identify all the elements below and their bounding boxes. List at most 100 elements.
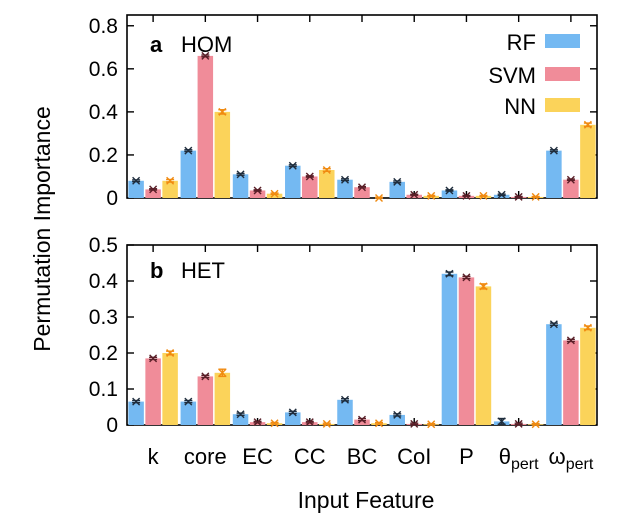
error-bar-svm (149, 185, 158, 194)
error-bar-svm (253, 418, 262, 427)
y-tick-label: 0.1 (89, 378, 118, 401)
y-tick-label: 0.6 (89, 58, 118, 81)
bar-rf-BC (337, 179, 353, 198)
bar-rf-θ_pert (493, 194, 510, 198)
bar-svm-k (145, 189, 161, 198)
error-bar-svm (305, 418, 314, 427)
bar-rf-CoI (389, 181, 405, 198)
bar-nn-k (162, 353, 178, 425)
error-bar-rf (236, 410, 245, 419)
bar-svm-ω_pert (563, 340, 579, 425)
bar-rf-CoI (389, 414, 405, 425)
error-bar-nn (322, 166, 331, 175)
error-bar-nn (218, 368, 227, 378)
error-bar-rf (288, 408, 297, 417)
legend-label-svm: SVM (488, 63, 536, 88)
error-bar-rf (132, 397, 141, 406)
legend-label-rf: RF (507, 30, 536, 55)
error-bar-svm (462, 273, 471, 282)
legend-swatch-svm (545, 67, 580, 81)
error-bar-svm (410, 419, 419, 428)
x-tick-label: k (148, 444, 160, 469)
bar-rf-ω_pert (546, 324, 562, 425)
bar-rf-k (128, 401, 144, 425)
legend-swatch-rf (545, 34, 580, 48)
x-tick-label: CoI (397, 444, 431, 469)
bar-rf-CC (285, 165, 301, 198)
error-bar-svm (514, 419, 523, 428)
error-bar-rf (393, 177, 402, 186)
error-bar-rf (497, 417, 506, 426)
error-bar-nn (218, 107, 227, 116)
x-axis-label: Input Feature (298, 487, 435, 513)
bar-rf-P (441, 273, 458, 425)
legend-swatch-nn (545, 98, 580, 112)
bar-svm-BC (354, 187, 370, 198)
bar-rf-core (180, 150, 197, 198)
bar-svm-EC (249, 190, 266, 198)
bar-svm-ω_pert (563, 179, 579, 198)
error-bar-rf (184, 397, 193, 406)
error-bar-rf (341, 175, 349, 184)
panel-title: HOM (181, 32, 232, 57)
error-bar-svm (566, 336, 575, 345)
legend-label-nn: NN (504, 94, 536, 119)
bar-svm-CC (302, 176, 318, 198)
y-tick-label: 0.2 (89, 144, 118, 167)
y-tick-label: 0.4 (89, 101, 119, 124)
error-bar-nn (270, 419, 279, 428)
bar-svm-EC (249, 422, 266, 425)
error-bar-svm (305, 172, 314, 181)
y-tick-label: 0 (106, 414, 118, 437)
x-tick-label: θpert (499, 444, 539, 473)
y-tick-label: 0.2 (89, 342, 118, 365)
error-bar-svm (149, 354, 158, 363)
panel-letter: a (150, 32, 163, 57)
error-bar-svm (201, 51, 210, 60)
panel-hom: 0 0.2 0.4 0.6 0.8 a HOM (89, 14, 598, 210)
bar-rf-k (128, 180, 144, 198)
bar-nn-k (162, 180, 178, 198)
bar-svm-BC (354, 419, 370, 425)
bar-svm-CoI (406, 194, 422, 198)
error-bar-rf (288, 161, 297, 170)
panel-het: 0 0.1 0.2 0.3 0.4 0.5 b HET (89, 234, 598, 437)
error-bar-rf (132, 176, 141, 185)
y-tick-label: 0.4 (89, 270, 119, 293)
error-bar-svm (566, 175, 575, 184)
x-tick-label: EC (242, 444, 273, 469)
x-tick-label: core (184, 444, 227, 469)
y-tick-label: 0.5 (89, 234, 118, 257)
error-bar-svm (410, 190, 419, 199)
bar-nn-core (214, 372, 231, 425)
bar-nn-ω_pert (580, 327, 596, 425)
y-tick-label: 0 (106, 187, 118, 210)
error-bar-svm (253, 186, 262, 195)
error-bar-nn (322, 419, 331, 428)
error-bar-nn (270, 189, 279, 198)
error-bar-nn (427, 191, 436, 200)
bar-rf-EC (232, 414, 249, 425)
bar-rf-core (180, 401, 197, 425)
error-bar-nn (166, 349, 175, 357)
y-axis-label: Permutation Importance (29, 106, 55, 351)
legend: RF SVM NN (488, 30, 580, 119)
y-tick-label: 0.8 (89, 15, 118, 38)
bar-svm-k (145, 358, 161, 425)
error-bar-svm (358, 183, 366, 192)
x-tick-label: ωpert (549, 444, 594, 473)
error-bar-nn (479, 191, 488, 200)
bar-nn-EC (266, 193, 283, 198)
error-bar-nn (166, 176, 175, 185)
error-bar-nn (375, 419, 383, 428)
error-bar-rf (341, 395, 349, 404)
error-bar-rf (445, 269, 454, 278)
error-bar-rf (184, 146, 193, 155)
error-bar-svm (358, 415, 366, 424)
bar-svm-core (197, 376, 214, 425)
bar-svm-CC (302, 422, 318, 425)
bar-rf-BC (337, 399, 353, 425)
bar-nn-core (214, 111, 231, 198)
